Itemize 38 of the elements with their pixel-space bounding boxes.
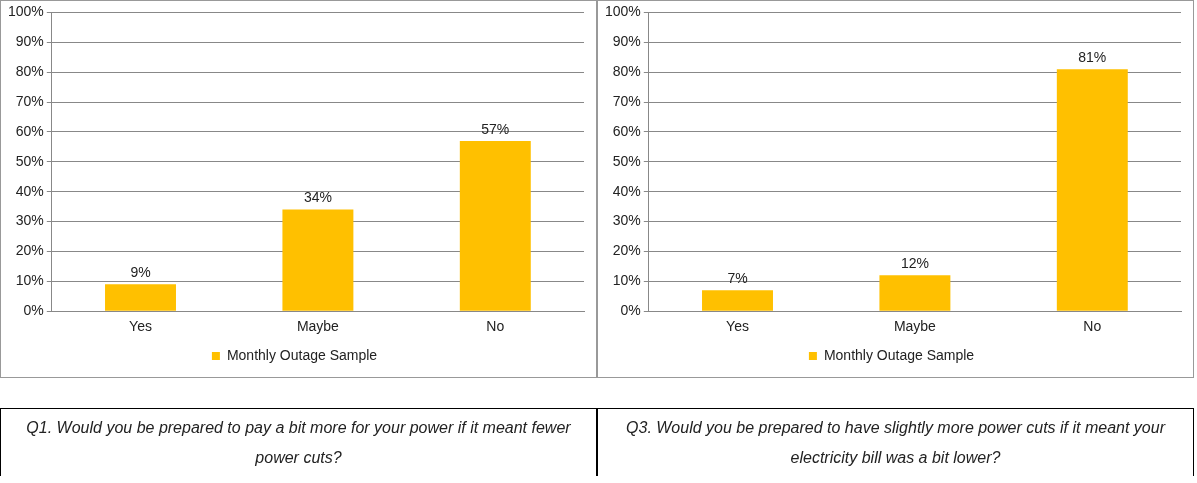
y-tick-label: 30% [15, 212, 44, 229]
x-tick-label: No [486, 318, 505, 335]
text: Q1. Would you be prepared to pay a bit more for your power if it meant fewer power cuts? [0, 408, 597, 476]
y-tick-label: 50% [15, 152, 44, 169]
y-tick-label: 70% [612, 92, 641, 109]
data-label: 9% [130, 264, 151, 281]
y-tick-label: 80% [15, 63, 44, 80]
x-tick-label: Maybe [893, 318, 937, 335]
x-tick-label: No [1083, 318, 1102, 335]
data-label: 81% [1078, 49, 1107, 66]
data-label: 7% [727, 270, 748, 287]
y-tick-label: 50% [612, 152, 641, 169]
y-tick-label: 0% [23, 302, 44, 319]
x-tick-label: Yes [726, 318, 749, 335]
y-tick-label: 30% [612, 212, 641, 229]
y-tick-label: 0% [620, 302, 641, 319]
y-tick-label: 100% [7, 3, 44, 20]
y-tick-label: 90% [612, 33, 641, 50]
data-label: 12% [900, 255, 929, 272]
y-tick-label: 70% [15, 92, 44, 109]
y-tick-label: 10% [612, 272, 641, 289]
y-tick-label: 40% [612, 182, 641, 199]
x-tick-label: Maybe [296, 318, 340, 335]
y-tick-label: 80% [612, 63, 641, 80]
y-tick-label: 90% [15, 33, 44, 50]
y-tick-label: 40% [15, 182, 44, 199]
legend-label: Monthly Outage Sample [823, 346, 975, 363]
text: Q3. Would you be prepared to have slightly more power cuts if it meant your electricity bill was a bit lower? [597, 408, 1194, 476]
y-tick-label: 100% [604, 3, 641, 20]
y-tick-label: 10% [15, 272, 44, 289]
y-tick-label: 20% [612, 242, 641, 259]
x-tick-label: Yes [129, 318, 152, 335]
legend-label: Monthly Outage Sample [226, 346, 378, 363]
y-tick-label: 20% [15, 242, 44, 259]
y-tick-label: 60% [15, 122, 44, 139]
data-label: 57% [481, 120, 510, 137]
data-label: 34% [303, 189, 332, 206]
y-tick-label: 60% [612, 122, 641, 139]
